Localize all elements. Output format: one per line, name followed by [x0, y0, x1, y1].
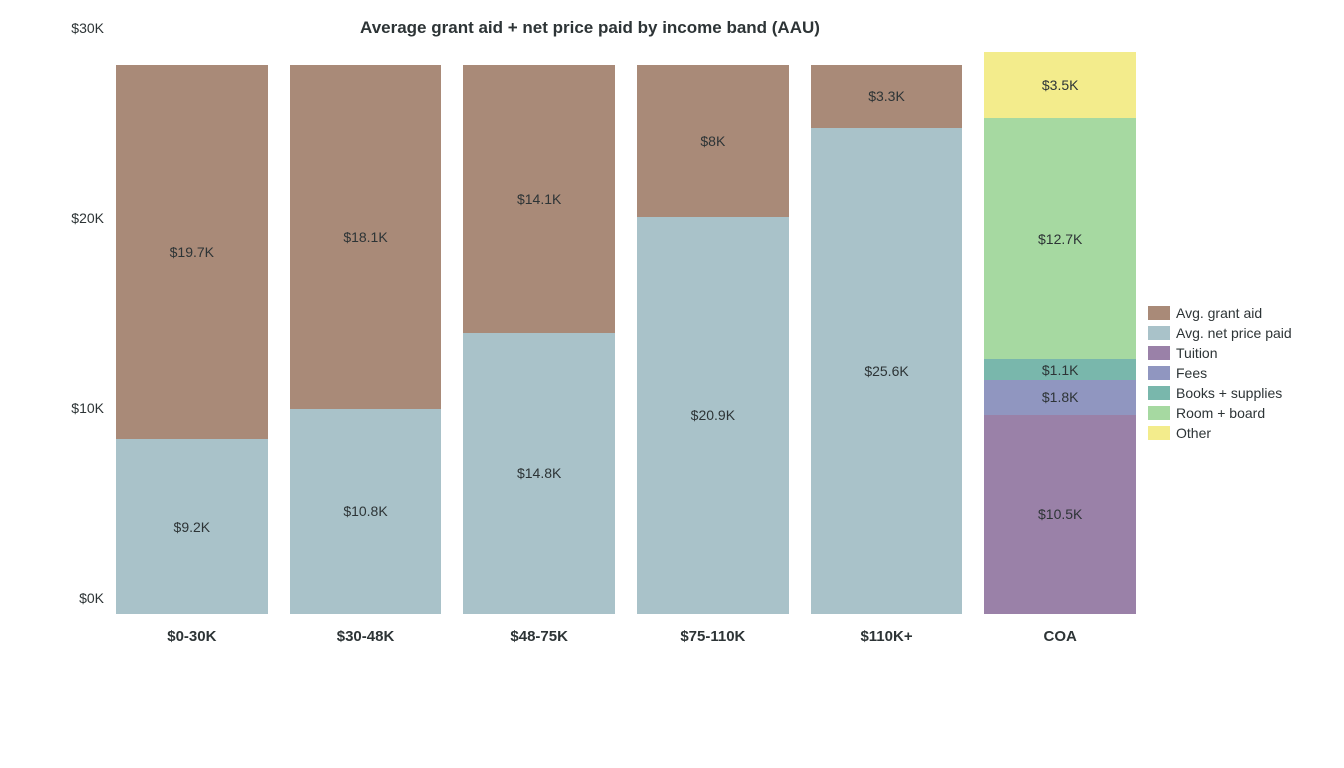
legend-label: Tuition — [1176, 345, 1218, 361]
x-tick-label: $0-30K — [116, 628, 268, 645]
y-tick-label: $0K — [79, 590, 104, 606]
bar-segment-grant_aid: $3.3K — [811, 65, 963, 128]
bar-column: $9.2K$19.7K — [116, 44, 268, 614]
bar-column: $10.5K$1.8K$1.1K$12.7K$3.5K — [984, 44, 1136, 614]
bar-column: $10.8K$18.1K — [290, 44, 442, 614]
legend-swatch — [1148, 386, 1170, 400]
bar-segment-tuition: $10.5K — [984, 415, 1136, 615]
x-tick-label: $30-48K — [290, 628, 442, 645]
legend-swatch — [1148, 426, 1170, 440]
x-tick-label: $75-110K — [637, 628, 789, 645]
bar-segment-net_price: $9.2K — [116, 439, 268, 614]
x-tick-label: $48-75K — [463, 628, 615, 645]
legend-label: Avg. net price paid — [1176, 325, 1292, 341]
bar-segment-net_price: $20.9K — [637, 217, 789, 614]
bar-segment-net_price: $14.8K — [463, 333, 615, 614]
bar-segment-fees: $1.8K — [984, 380, 1136, 414]
legend: Avg. grant aid Avg. net price paid Tuition… — [1148, 305, 1292, 445]
chart-title: Average grant aid + net price paid by in… — [40, 10, 1140, 44]
bar-segment-grant_aid: $19.7K — [116, 65, 268, 439]
legend-item-grant_aid: Avg. grant aid — [1148, 305, 1292, 321]
bar-segment-grant_aid: $18.1K — [290, 65, 442, 409]
legend-item-tuition: Tuition — [1148, 345, 1292, 361]
x-tick-label: $110K+ — [811, 628, 963, 645]
bar-column: $25.6K$3.3K — [811, 44, 963, 614]
y-tick-label: $30K — [71, 20, 104, 36]
legend-label: Other — [1176, 425, 1211, 441]
legend-item-room_board: Room + board — [1148, 405, 1292, 421]
legend-label: Fees — [1176, 365, 1207, 381]
y-tick-label: $20K — [71, 210, 104, 226]
plot-area: $9.2K$19.7K$10.8K$18.1K$14.8K$14.1K$20.9… — [112, 44, 1140, 614]
legend-item-books: Books + supplies — [1148, 385, 1292, 401]
legend-swatch — [1148, 346, 1170, 360]
legend-swatch — [1148, 366, 1170, 380]
y-tick-label: $10K — [71, 400, 104, 416]
bar-segment-books: $1.1K — [984, 359, 1136, 380]
legend-swatch — [1148, 406, 1170, 420]
legend-item-fees: Fees — [1148, 365, 1292, 381]
legend-swatch — [1148, 306, 1170, 320]
chart-container: Average grant aid + net price paid by in… — [40, 10, 1140, 670]
legend-label: Books + supplies — [1176, 385, 1282, 401]
bar-segment-grant_aid: $14.1K — [463, 65, 615, 333]
legend-label: Avg. grant aid — [1176, 305, 1262, 321]
legend-item-net_price: Avg. net price paid — [1148, 325, 1292, 341]
x-tick-label: COA — [984, 628, 1136, 645]
legend-swatch — [1148, 326, 1170, 340]
legend-item-other: Other — [1148, 425, 1292, 441]
bar-segment-grant_aid: $8K — [637, 65, 789, 217]
bar-segment-other: $3.5K — [984, 52, 1136, 119]
x-axis: $0-30K $30-48K $48-75K $75-110K $110K+ COA — [112, 628, 1140, 645]
y-axis: $0K$10K$20K$30K — [40, 44, 112, 614]
legend-label: Room + board — [1176, 405, 1265, 421]
bar-column: $14.8K$14.1K — [463, 44, 615, 614]
bar-segment-room_board: $12.7K — [984, 118, 1136, 359]
bar-segment-net_price: $10.8K — [290, 409, 442, 614]
bar-column: $20.9K$8K — [637, 44, 789, 614]
bar-segment-net_price: $25.6K — [811, 128, 963, 614]
plot-row: $0K$10K$20K$30K $9.2K$19.7K$10.8K$18.1K$… — [40, 44, 1140, 614]
